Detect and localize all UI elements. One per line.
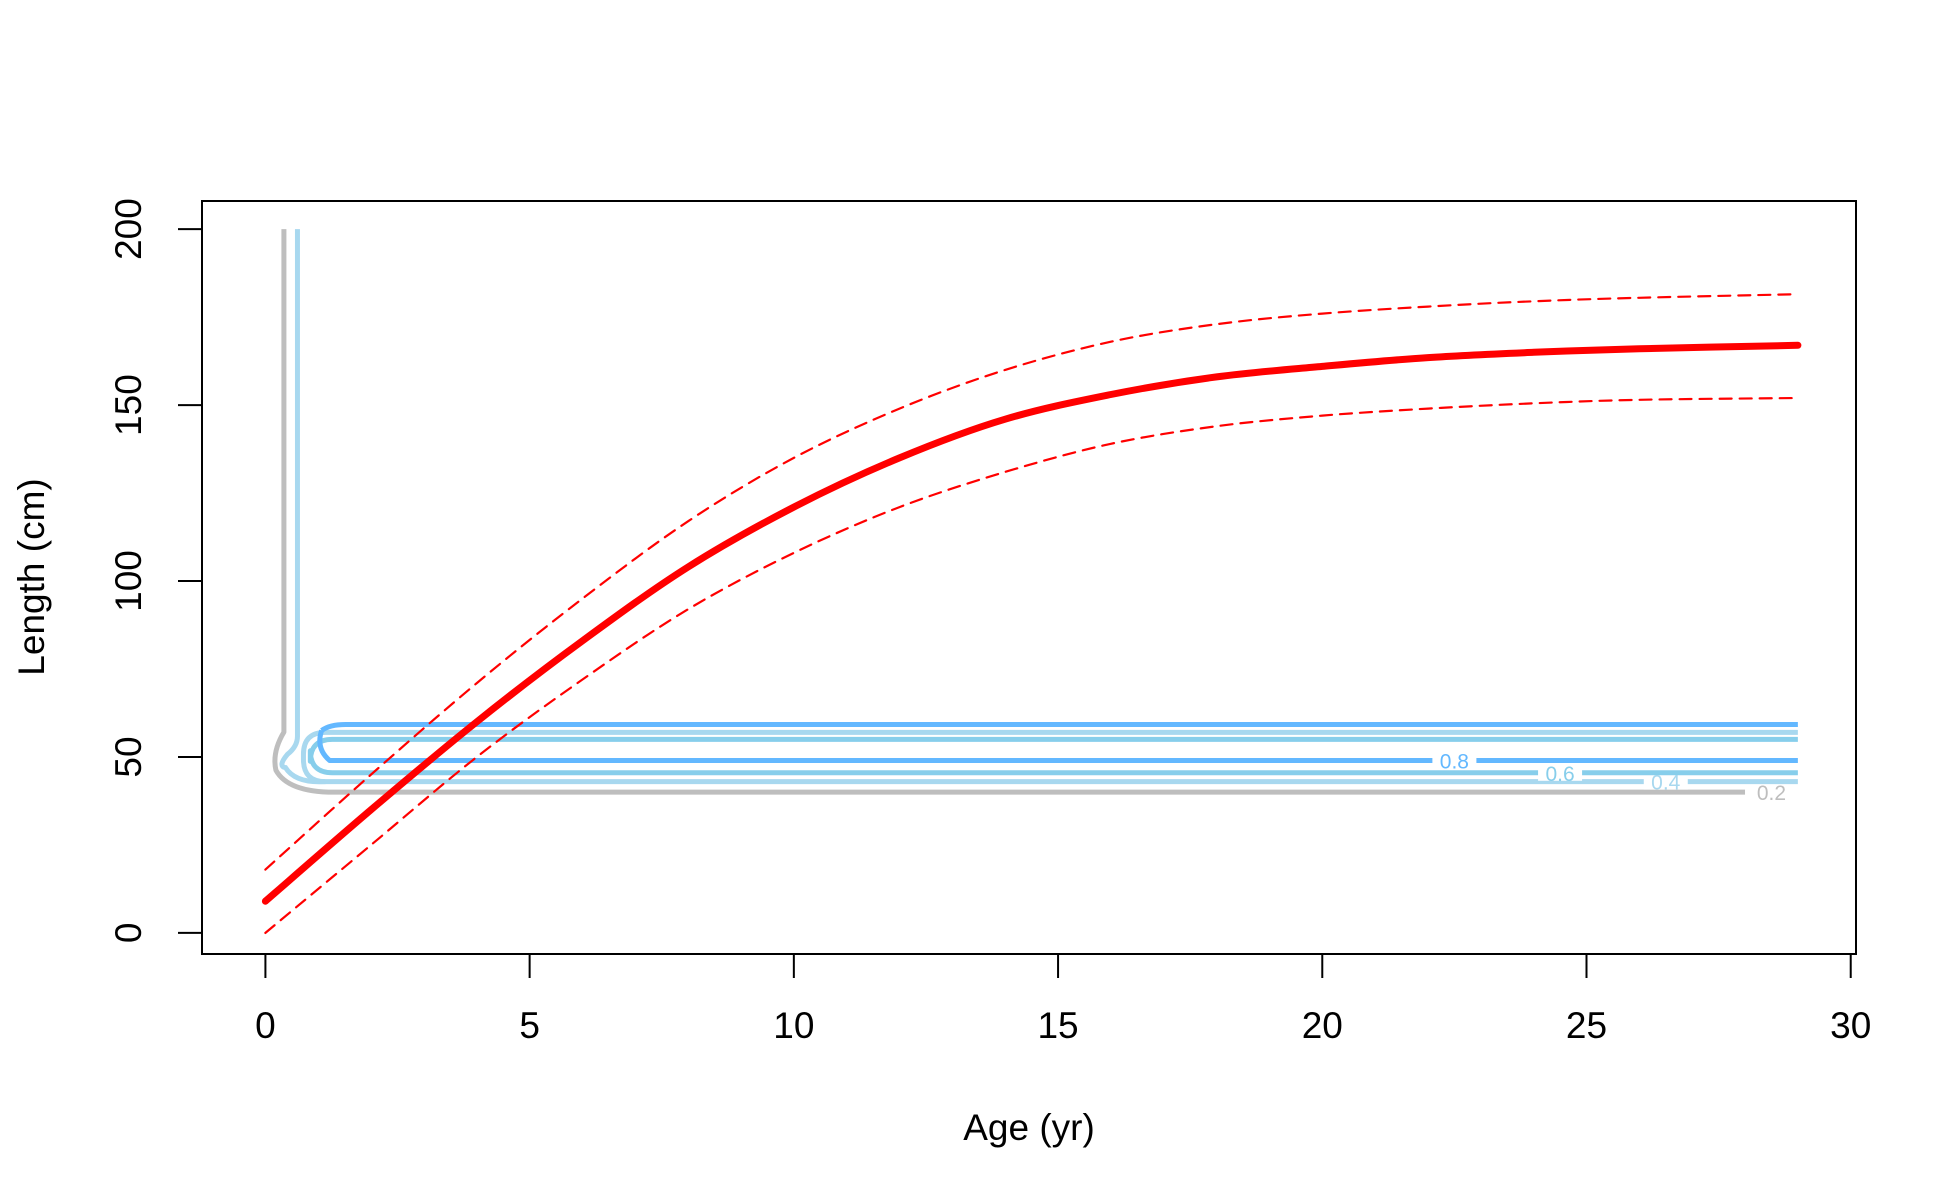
contour-line-0-8	[317, 729, 1798, 763]
contour-label-gap	[1538, 764, 1583, 781]
growth-line-lower	[264, 396, 1799, 934]
plot-frame	[201, 200, 1857, 955]
contour-line-0-4-vertical	[279, 229, 326, 785]
y-axis-title: Length (cm)	[11, 478, 52, 675]
x-tick-label: 25	[1566, 1005, 1607, 1046]
y-axis: 0 50 100 150 200	[108, 198, 203, 944]
maturity-contour-layer: 0.2 0.4 0.6 0.8	[272, 229, 1798, 805]
x-tick-label: 15	[1037, 1005, 1078, 1046]
growth-line-mean	[261, 341, 1802, 905]
x-tick-label: 0	[255, 1005, 276, 1046]
y-tick-label: 150	[108, 374, 149, 436]
contour-line-0-4	[300, 729, 1798, 785]
contour-line-0-8-upper	[320, 721, 1798, 733]
x-tick-label: 10	[773, 1005, 814, 1046]
x-tick-label: 5	[519, 1005, 540, 1046]
y-tick-label: 200	[108, 198, 149, 260]
y-tick-label: 0	[108, 923, 149, 944]
x-tick-label: 30	[1830, 1005, 1871, 1046]
x-axis-title: Age (yr)	[963, 1107, 1095, 1148]
contour-label-0-4: 0.4	[1651, 772, 1681, 795]
contour-label-0-2: 0.2	[1757, 782, 1786, 805]
contour-line-0-2	[272, 229, 1746, 795]
contour-label-0-8: 0.8	[1440, 750, 1469, 773]
x-tick-label: 20	[1302, 1005, 1343, 1046]
contour-label-gap	[1432, 752, 1477, 769]
contour-label-gap	[1749, 784, 1794, 801]
y-tick-label: 50	[108, 736, 149, 777]
x-axis: 0 5 10 15 20 25 30	[255, 953, 1871, 1046]
growth-line-upper	[264, 293, 1799, 871]
contour-line-0-6	[307, 736, 1798, 776]
growth-series-layer	[261, 293, 1802, 934]
contour-label-gap	[1643, 773, 1688, 790]
contour-label-0-6: 0.6	[1545, 763, 1574, 786]
y-tick-label: 100	[108, 550, 149, 612]
